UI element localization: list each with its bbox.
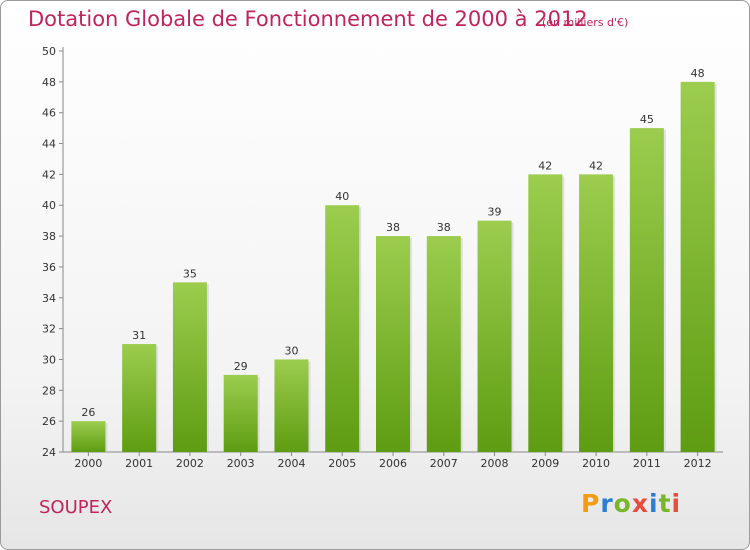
- bar-2002: [172, 282, 207, 452]
- data-label-2003: 29: [234, 360, 248, 373]
- bar-2000: [71, 421, 106, 452]
- chart-subtitle: (en milliers d'€): [542, 16, 629, 29]
- y-tick-label: 36: [42, 261, 56, 274]
- bar-2003: [223, 374, 258, 452]
- y-tick-label: 32: [42, 323, 56, 336]
- y-tick-label: 38: [42, 230, 56, 243]
- bar-2005: [325, 205, 360, 452]
- data-label-2009: 42: [538, 159, 552, 172]
- x-tick-label-2003: 2003: [227, 457, 255, 470]
- data-label-2007: 38: [437, 221, 451, 234]
- data-label-2008: 39: [488, 206, 502, 219]
- x-tick-label-2011: 2011: [633, 457, 661, 470]
- data-label-2005: 40: [335, 190, 349, 203]
- x-axis-labels: 2000 2001 2002 2003 2004 2005 2006 2007 2008 2009…: [74, 452, 712, 470]
- proxiti-logo: Proxiti: [581, 489, 681, 518]
- y-tick-label: 34: [42, 292, 56, 305]
- bars: 26 31 35 29 30 40 38 38 39 42 42 45 48: [71, 67, 717, 452]
- y-tick-label: 40: [42, 199, 56, 212]
- y-tick-label: 48: [42, 76, 56, 89]
- data-label-2001: 31: [132, 329, 146, 342]
- y-tick-label: 26: [42, 415, 56, 428]
- y-tick-label: 42: [42, 168, 56, 181]
- y-tick-label: 28: [42, 384, 56, 397]
- x-tick-label-2010: 2010: [582, 457, 610, 470]
- y-tick-label: 30: [42, 353, 56, 366]
- bar-2009: [528, 174, 563, 452]
- x-tick-label-2007: 2007: [430, 457, 458, 470]
- data-label-2002: 35: [183, 267, 197, 280]
- x-tick-label-2008: 2008: [481, 457, 509, 470]
- bar-2010: [579, 174, 614, 452]
- logo-letter: r: [600, 489, 614, 518]
- bar-2007: [426, 236, 461, 452]
- bar-2004: [274, 359, 309, 452]
- x-tick-label-2004: 2004: [277, 457, 305, 470]
- bar-2011: [629, 128, 664, 452]
- data-label-2006: 38: [386, 221, 400, 234]
- bar-2008: [477, 220, 512, 452]
- data-label-2000: 26: [81, 406, 95, 419]
- chart-title: Dotation Globale de Fonctionnement de 20…: [28, 7, 588, 31]
- x-tick-label-2005: 2005: [328, 457, 356, 470]
- commune-name: SOUPEX: [39, 497, 113, 518]
- logo-letter: P: [581, 489, 601, 518]
- data-label-2012: 48: [691, 67, 705, 80]
- logo-letter: i: [649, 489, 659, 518]
- x-tick-label-2002: 2002: [176, 457, 204, 470]
- y-tick-label: 24: [42, 446, 56, 459]
- y-tick-label: 46: [42, 107, 56, 120]
- data-label-2011: 45: [640, 113, 654, 126]
- y-tick-label: 44: [42, 138, 56, 151]
- bar-2012: [680, 81, 715, 452]
- x-tick-label-2006: 2006: [379, 457, 407, 470]
- x-tick-label-2009: 2009: [531, 457, 559, 470]
- y-tick-label: 50: [42, 45, 56, 58]
- x-tick-label-2012: 2012: [684, 457, 712, 470]
- logo-letter: i: [671, 489, 682, 518]
- y-axis-ticks: 24 26 28 30 32 34 36 38 40 42 44 46 48 50: [42, 45, 63, 459]
- logo-letter: o: [613, 489, 632, 518]
- logo-letter: t: [658, 489, 672, 518]
- data-label-2010: 42: [589, 159, 603, 172]
- bar-2006: [376, 236, 410, 452]
- data-label-2004: 30: [284, 344, 298, 357]
- x-tick-label-2000: 2000: [74, 457, 102, 470]
- x-tick-label-2001: 2001: [125, 457, 153, 470]
- logo-letter: x: [631, 489, 649, 518]
- bar-2001: [122, 344, 157, 452]
